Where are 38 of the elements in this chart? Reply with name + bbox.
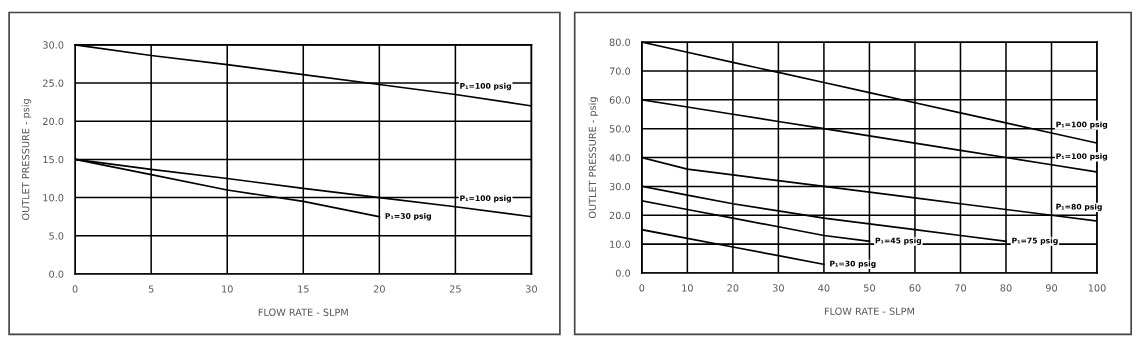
y-tick-label: 70.0 bbox=[609, 67, 631, 75]
x-tick-label: 30 bbox=[526, 285, 537, 293]
x-tick-label: 20 bbox=[373, 285, 385, 293]
x-tick-label: 90 bbox=[1045, 284, 1058, 292]
x-tick-label: 40 bbox=[818, 284, 830, 292]
x-tick-label: 30 bbox=[772, 284, 784, 292]
y-tick-label: 20.0 bbox=[43, 117, 64, 126]
y-tick-label: 80.0 bbox=[609, 38, 631, 46]
y-tick-label: 0.0 bbox=[615, 269, 631, 277]
y-tick-label: 60.0 bbox=[609, 96, 631, 104]
x-tick-label: 0 bbox=[639, 284, 645, 292]
y-tick-label: 10.0 bbox=[43, 194, 64, 202]
x-tick-label: 100 bbox=[1088, 284, 1106, 292]
x-tick-label: 70 bbox=[955, 284, 967, 292]
x-tick-label: 5 bbox=[148, 285, 154, 293]
y-tick-label: 30.0 bbox=[43, 41, 64, 49]
y-axis-title: OUTLET PRESSURE - psig bbox=[21, 99, 32, 220]
x-tick-label: 80 bbox=[1000, 284, 1012, 292]
x-tick-label: 0 bbox=[72, 285, 78, 293]
x-axis-title: FLOW RATE - SLPM bbox=[258, 308, 348, 316]
y-tick-label: 10.0 bbox=[610, 240, 631, 248]
x-tick-label: 50 bbox=[864, 284, 875, 292]
x-tick-label: 15 bbox=[298, 285, 309, 293]
x-tick-label: 20 bbox=[727, 284, 739, 292]
y-tick-label: 15.0 bbox=[43, 155, 64, 164]
y-tick-label: 30.0 bbox=[609, 182, 631, 191]
y-tick-label: 0.0 bbox=[49, 270, 64, 278]
y-axis-title: OUTLET PRESSURE - psig bbox=[588, 97, 598, 219]
x-tick-label: 25 bbox=[449, 285, 461, 293]
y-tick-label: 25.0 bbox=[43, 79, 64, 87]
x-tick-label: 10 bbox=[222, 285, 233, 293]
y-tick-label: 5.0 bbox=[49, 232, 64, 240]
y-tick-label: 50.0 bbox=[609, 125, 631, 133]
x-axis-title: FLOW RATE - SLPM bbox=[824, 307, 914, 315]
y-tick-label: 40.0 bbox=[609, 154, 631, 162]
x-tick-label: 60 bbox=[909, 284, 921, 292]
x-tick-label: 10 bbox=[682, 284, 693, 292]
y-tick-label: 20.0 bbox=[609, 211, 631, 220]
